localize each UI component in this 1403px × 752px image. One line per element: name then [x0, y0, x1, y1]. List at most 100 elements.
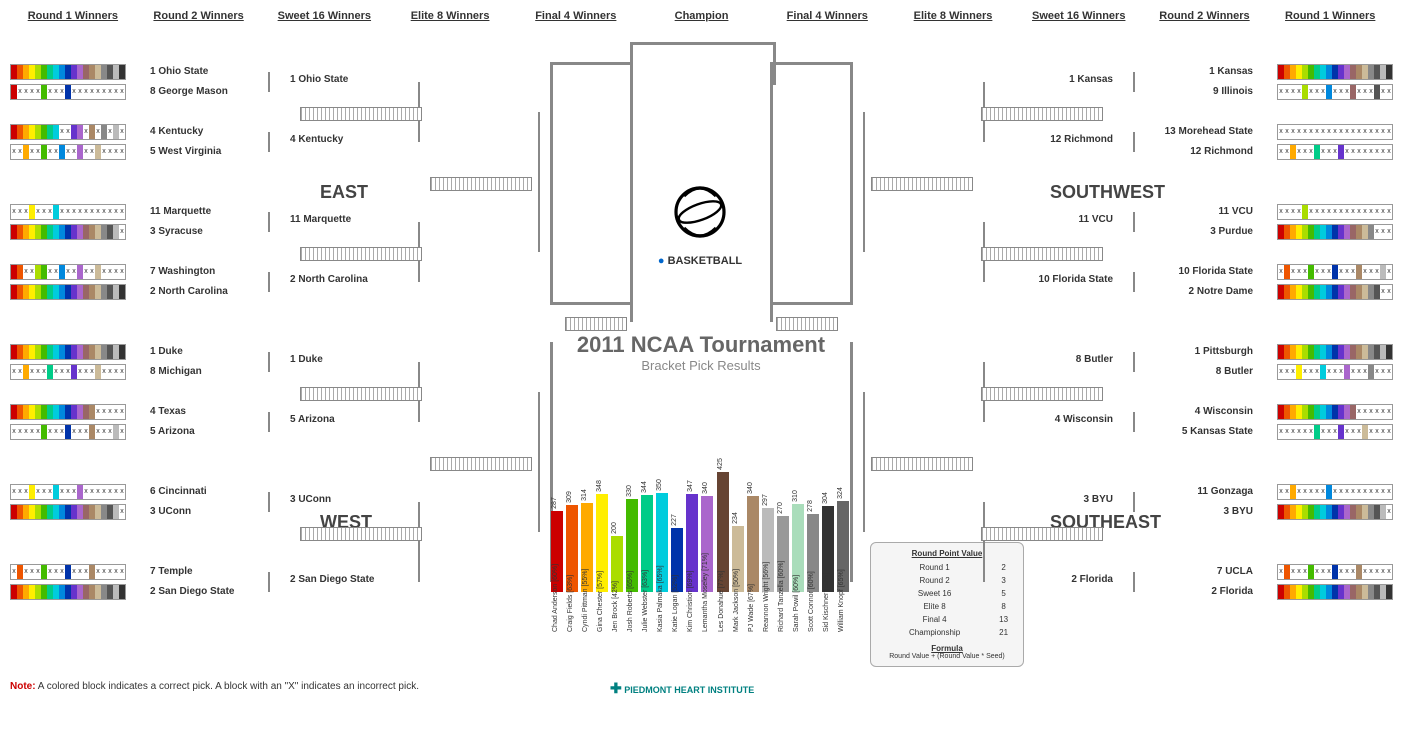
pick-row: xxxxxx — [10, 124, 126, 140]
team-label: 1 Ohio State — [150, 66, 208, 77]
column-header: Round 2 Winners — [136, 10, 262, 22]
team-label: 7 Temple — [150, 566, 193, 577]
bar-item: 425Les Donahue [77%] — [716, 458, 729, 632]
sponsor-logo: ✚ PIEDMONT HEART INSTITUTE — [610, 680, 754, 697]
team-label: 2 Florida — [1071, 574, 1113, 585]
team-label: 4 Kentucky — [290, 134, 343, 145]
pick-row: xxxxxx — [1277, 404, 1393, 420]
ncaa-logo: ● BASKETBALL — [640, 172, 760, 267]
team-label: 3 UConn — [150, 506, 191, 517]
bar-item: 344Julie Webster [63%] — [641, 481, 654, 632]
bar-item: 270Richard Tanzella [60%] — [776, 502, 789, 632]
pick-row: xxxxx — [10, 404, 126, 420]
team-label: 11 Marquette — [290, 214, 351, 225]
pick-row: xxxxxxxxxxxxxxx — [10, 564, 126, 580]
pick-row: xxxxxxxxxxxx — [10, 264, 126, 280]
pick-row: xx — [1277, 284, 1393, 300]
point-value-table: Round 12Round 23Sweet 165Elite 88Final 4… — [877, 560, 1017, 640]
team-label: 1 Kansas — [1209, 66, 1253, 77]
pick-row: xxxxxxxxxxxxxxx — [1277, 564, 1393, 580]
pick-row: xxx — [1277, 224, 1393, 240]
team-label: 12 Richmond — [1190, 146, 1253, 157]
center-title: 2011 NCAA Tournament Bracket Pick Result… — [501, 332, 901, 373]
bar-item: 234Mark Jackson [50%] — [731, 512, 744, 632]
subtitle: Bracket Pick Results — [501, 358, 901, 373]
bar-item: 200Jen Brock [42%] — [610, 522, 623, 632]
team-label: 2 Notre Dame — [1189, 286, 1253, 297]
team-label: 2 North Carolina — [290, 274, 368, 285]
bar-item: 330Josh Roberts [65%] — [625, 485, 638, 632]
pick-row — [1277, 64, 1393, 80]
team-label: 1 Pittsburgh — [1195, 346, 1253, 357]
pick-row: xxxxxxxxxxxxxxxxx — [10, 204, 126, 220]
point-value-legend: Round Point Value Round 12Round 23Sweet … — [870, 542, 1024, 667]
team-label: 5 Kansas State — [1182, 426, 1253, 437]
logo-text: BASKETBALL — [668, 255, 743, 267]
footnote: Note: A colored block indicates a correc… — [10, 681, 419, 692]
column-headers: Round 1 WinnersRound 2 WinnersSweet 16 W… — [10, 10, 1393, 22]
pick-row — [10, 64, 126, 80]
formula-text: Round Value + (Round Value * Seed) — [877, 653, 1017, 660]
team-label: 10 Florida State — [1179, 266, 1253, 277]
team-label: 3 Purdue — [1210, 226, 1253, 237]
team-label: 1 Duke — [150, 346, 183, 357]
pick-row: xxxxxxxxxxxxxxxx — [10, 84, 126, 100]
team-label: 8 Butler — [1076, 354, 1113, 365]
pick-row: xxxxxxxxxxxxxx — [1277, 264, 1393, 280]
column-header: Round 1 Winners — [1267, 10, 1393, 22]
team-label: 8 George Mason — [150, 86, 228, 97]
pick-row — [1277, 344, 1393, 360]
pick-row — [10, 344, 126, 360]
pick-row: xxxxxxxxxxxxxxxxxx — [1277, 204, 1393, 220]
team-label: 13 Morehead State — [1165, 126, 1253, 137]
team-label: 10 Florida State — [1039, 274, 1113, 285]
formula-label: Formula — [877, 644, 1017, 653]
team-label: 2 North Carolina — [150, 286, 228, 297]
results-bar-chart: 287Chad Anderson [60%]309Craig Fields [6… — [550, 432, 850, 632]
column-header: Sweet 16 Winners — [261, 10, 387, 22]
bar-item: 347Kim Christion [69%] — [686, 480, 699, 632]
legend-title: Round Point Value — [877, 549, 1017, 558]
column-header: Final 4 Winners — [764, 10, 890, 22]
pick-row: x — [10, 224, 126, 240]
pick-row — [1277, 584, 1393, 600]
note-label: Note: — [10, 681, 36, 692]
team-label: 8 Michigan — [150, 366, 202, 377]
bracket-area: ● BASKETBALL 2011 NCAA Tournament Bracke… — [10, 32, 1393, 692]
pick-row: xxxxxxxxxxxxxx — [10, 144, 126, 160]
column-header: Round 1 Winners — [10, 10, 136, 22]
pick-row: xxxxxxxxxxxxxxx — [1277, 364, 1393, 380]
column-header: Final 4 Winners — [513, 10, 639, 22]
bar-item: 287Chad Anderson [60%] — [550, 497, 563, 632]
team-label: 9 Illinois — [1213, 86, 1253, 97]
team-label: 2 San Diego State — [290, 574, 374, 585]
pick-row: xxxxxxxxxxxxxxx — [1277, 84, 1393, 100]
team-label: 7 UCLA — [1217, 566, 1253, 577]
column-header: Elite 8 Winners — [890, 10, 1016, 22]
team-label: 4 Wisconsin — [1055, 414, 1113, 425]
team-label: 1 Duke — [290, 354, 323, 365]
team-label: 12 Richmond — [1050, 134, 1113, 145]
pick-row: x — [1277, 504, 1393, 520]
bar-item: 304Sid Kischner [60%] — [822, 492, 835, 632]
bar-item: 324William Knopf [65%] — [837, 487, 850, 632]
bar-item: 297Reannon Wright [56%] — [761, 494, 774, 632]
pick-row: xxxxxxxxxxxxxxxx — [1277, 424, 1393, 440]
team-label: 11 VCU — [1219, 206, 1253, 217]
team-label: 5 Arizona — [290, 414, 335, 425]
column-header: Champion — [639, 10, 765, 22]
bar-item: 309Craig Fields [63%] — [565, 491, 578, 632]
main-title: 2011 NCAA Tournament — [501, 332, 901, 358]
bar-item: 310Sarah Powil [60%] — [792, 490, 805, 632]
note-text: A colored block indicates a correct pick… — [38, 681, 419, 692]
team-label: 2 San Diego State — [150, 586, 234, 597]
team-label: 4 Kentucky — [150, 126, 203, 137]
pick-row — [10, 584, 126, 600]
bar-item: 340Lemantha Moseley [71%] — [701, 482, 714, 632]
team-label: 3 UConn — [290, 494, 331, 505]
team-label: 11 Gonzaga — [1197, 486, 1253, 497]
team-label: 3 BYU — [1084, 494, 1113, 505]
team-label: 5 West Virginia — [150, 146, 221, 157]
region-label: EAST — [320, 182, 368, 203]
team-label: 3 BYU — [1224, 506, 1253, 517]
